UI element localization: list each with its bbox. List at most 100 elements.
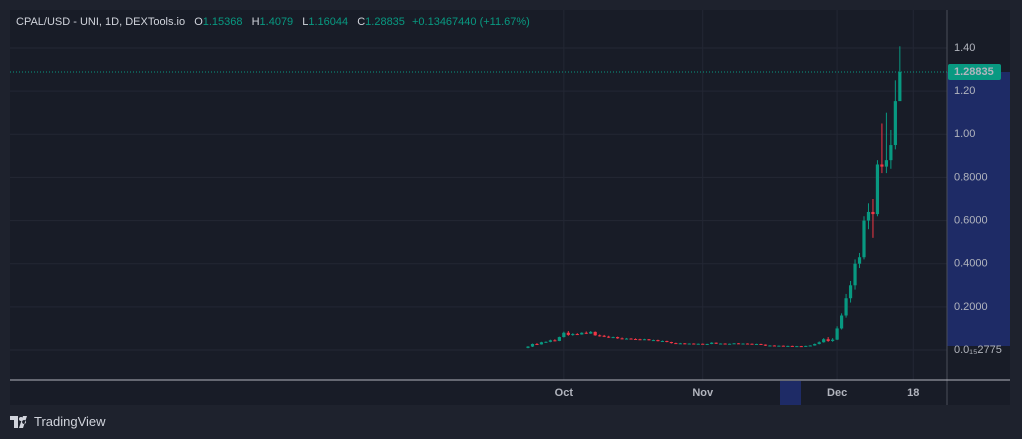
candle-body — [835, 328, 839, 340]
y-tick-label: 0.8000 — [954, 171, 988, 183]
y-tick-label: 1.40 — [954, 42, 975, 54]
time-range-highlight — [780, 381, 801, 405]
candle-body — [875, 164, 880, 215]
y-tick-label: 0.6000 — [954, 214, 988, 226]
candle-body — [593, 331, 597, 336]
candle-body — [848, 285, 853, 299]
candle-body — [777, 345, 781, 347]
candle-body — [539, 342, 544, 345]
candle-body — [754, 343, 759, 345]
candle-body — [884, 160, 888, 167]
candle-body — [692, 343, 696, 345]
candle-body — [813, 343, 817, 346]
candle-body — [862, 220, 866, 258]
candle-body — [683, 343, 687, 345]
logo — [10, 415, 27, 428]
candle-body — [741, 343, 745, 345]
last-price-label: 1.28835 — [954, 66, 994, 78]
candle-body — [633, 339, 638, 341]
candle-body — [647, 339, 651, 341]
candle-body — [898, 72, 902, 102]
candle-body — [642, 339, 647, 341]
candle-body — [840, 315, 844, 329]
candle-body — [745, 343, 750, 345]
y-tick-label: 1.00 — [954, 128, 975, 140]
candle-body — [808, 345, 812, 347]
ohlc-value: 1.4079 — [259, 16, 294, 28]
candle-body — [723, 343, 727, 345]
candle-body — [575, 334, 579, 336]
candle-body — [772, 345, 776, 347]
candle-body — [701, 343, 705, 345]
candle-body — [844, 298, 848, 316]
candle-body — [866, 211, 871, 221]
candle-body — [786, 345, 790, 347]
candle-body — [580, 332, 584, 335]
candle-body — [660, 340, 664, 342]
ohlc-key: O — [194, 16, 203, 28]
candle-body — [620, 338, 624, 340]
candle-body — [674, 343, 678, 345]
candle-body — [763, 344, 768, 346]
candle-body — [781, 345, 785, 347]
ohlc-value: 1.28835 — [365, 16, 405, 28]
y-tick-label: 0.4000 — [954, 258, 988, 270]
candle-body — [669, 342, 673, 344]
candle-body — [526, 346, 530, 348]
candle-body — [857, 257, 862, 264]
candle-body — [638, 339, 642, 341]
x-tick-label: Oct — [555, 387, 574, 399]
chart-panel — [10, 10, 1010, 405]
candle-body — [705, 343, 709, 345]
candle-body — [624, 338, 629, 340]
candle-body — [651, 340, 656, 342]
candle-body — [853, 263, 857, 286]
legend-header: CPAL/USD - UNI, 1D, DEXTools.io O1.15368… — [16, 16, 530, 28]
candle-body — [548, 340, 552, 342]
candle-body — [607, 336, 611, 338]
candle-body — [656, 340, 660, 342]
candle-body — [831, 339, 835, 341]
candle-body — [665, 340, 669, 343]
branding[interactable]: TradingView — [10, 414, 106, 429]
candle-body — [768, 345, 772, 347]
candle-body — [826, 339, 830, 341]
x-tick-label: 18 — [907, 387, 919, 399]
candle-body — [795, 346, 799, 348]
candle-body — [714, 342, 718, 344]
candle-body — [736, 343, 741, 345]
candle-body — [893, 101, 897, 146]
candle-body — [611, 337, 615, 339]
candle-body — [889, 145, 893, 161]
x-tick-label: Nov — [692, 387, 714, 399]
brand-name: TradingView — [34, 414, 106, 429]
candle-body — [566, 332, 570, 335]
candle-body — [728, 343, 732, 345]
last-price-box — [948, 64, 1001, 81]
candle-body — [584, 332, 588, 334]
candle-body — [535, 343, 539, 345]
candle-body — [750, 343, 754, 345]
candle-body — [696, 343, 700, 345]
ohlc-key: H — [251, 16, 260, 28]
candle-body — [804, 345, 808, 347]
candle-body — [759, 343, 763, 345]
candle-body — [530, 343, 535, 347]
candle-body — [790, 345, 794, 347]
candle-body — [710, 342, 714, 344]
candle-body — [871, 211, 875, 215]
candle-body — [817, 342, 821, 344]
candle-body — [732, 343, 736, 345]
ohlc-value: 1.15368 — [202, 16, 243, 28]
y-tick-label: 1.20 — [954, 85, 975, 97]
candle-body — [822, 339, 826, 343]
candle-body — [553, 340, 557, 342]
y-tick-label: 0.2000 — [954, 301, 988, 313]
candle-body — [544, 341, 548, 343]
symbol-title: CPAL/USD - UNI, 1D, DEXTools.io — [16, 16, 186, 28]
candle-body — [571, 334, 575, 336]
candle-body — [799, 346, 803, 348]
y-tick-label: 0.0₁₅2775 — [954, 344, 1002, 356]
candle-body — [880, 164, 884, 167]
